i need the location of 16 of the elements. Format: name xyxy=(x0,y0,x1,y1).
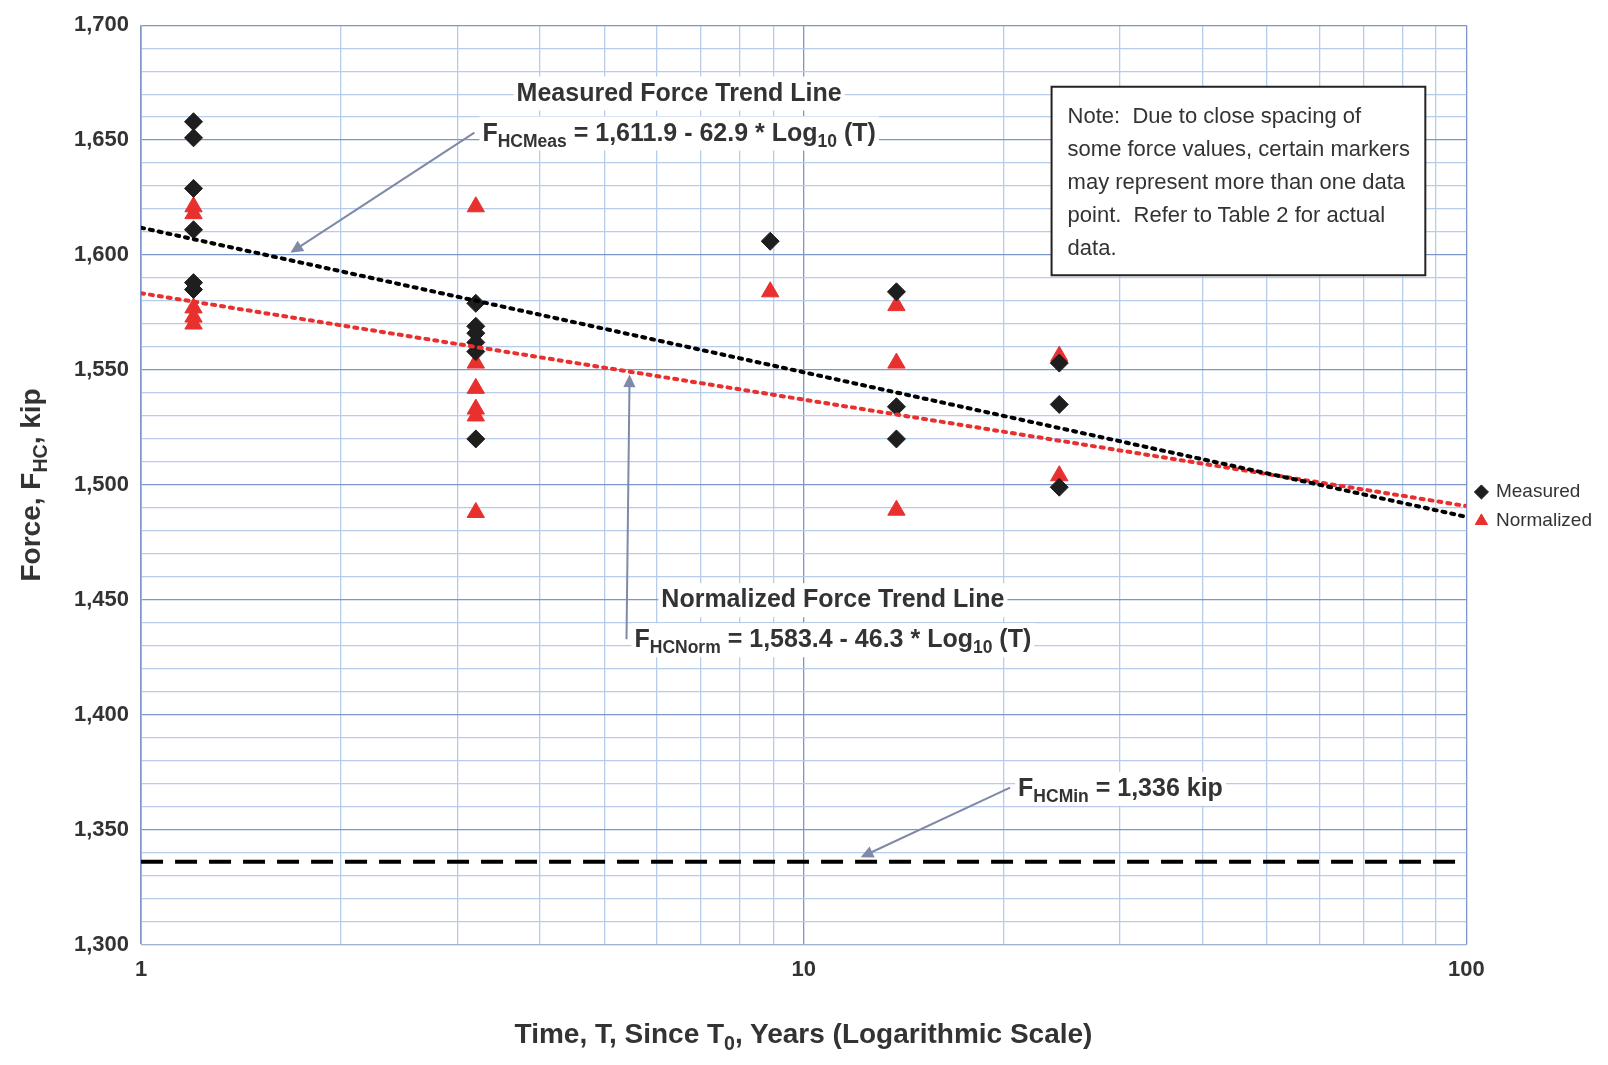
y-tick-label: 1,450 xyxy=(73,585,130,611)
y-tick-label: 1,400 xyxy=(73,700,130,726)
y-tick-label: 1,700 xyxy=(73,11,130,37)
annotation: Note: Due to close spacing of some force values, certain markers may represent more than one data point. Refer to Table 2 for actual data. xyxy=(1067,102,1410,260)
x-tick-label: 10 xyxy=(791,955,816,981)
x-tick-label: 1 xyxy=(134,955,148,981)
y-tick-label: 1,600 xyxy=(73,241,130,267)
y-tick-label: 1,550 xyxy=(73,356,130,382)
y-tick-label: 1,350 xyxy=(73,815,130,841)
legend-label: Normalized xyxy=(1495,509,1593,531)
x-tick-label: 100 xyxy=(1448,955,1485,981)
y-tick-label: 1,300 xyxy=(73,930,130,956)
y-tick-label: 1,500 xyxy=(73,470,130,496)
y-tick-label: 1,650 xyxy=(73,126,130,152)
legend-label: Measured xyxy=(1495,480,1581,502)
y-axis-title: Force, FHC, kip xyxy=(15,388,51,582)
